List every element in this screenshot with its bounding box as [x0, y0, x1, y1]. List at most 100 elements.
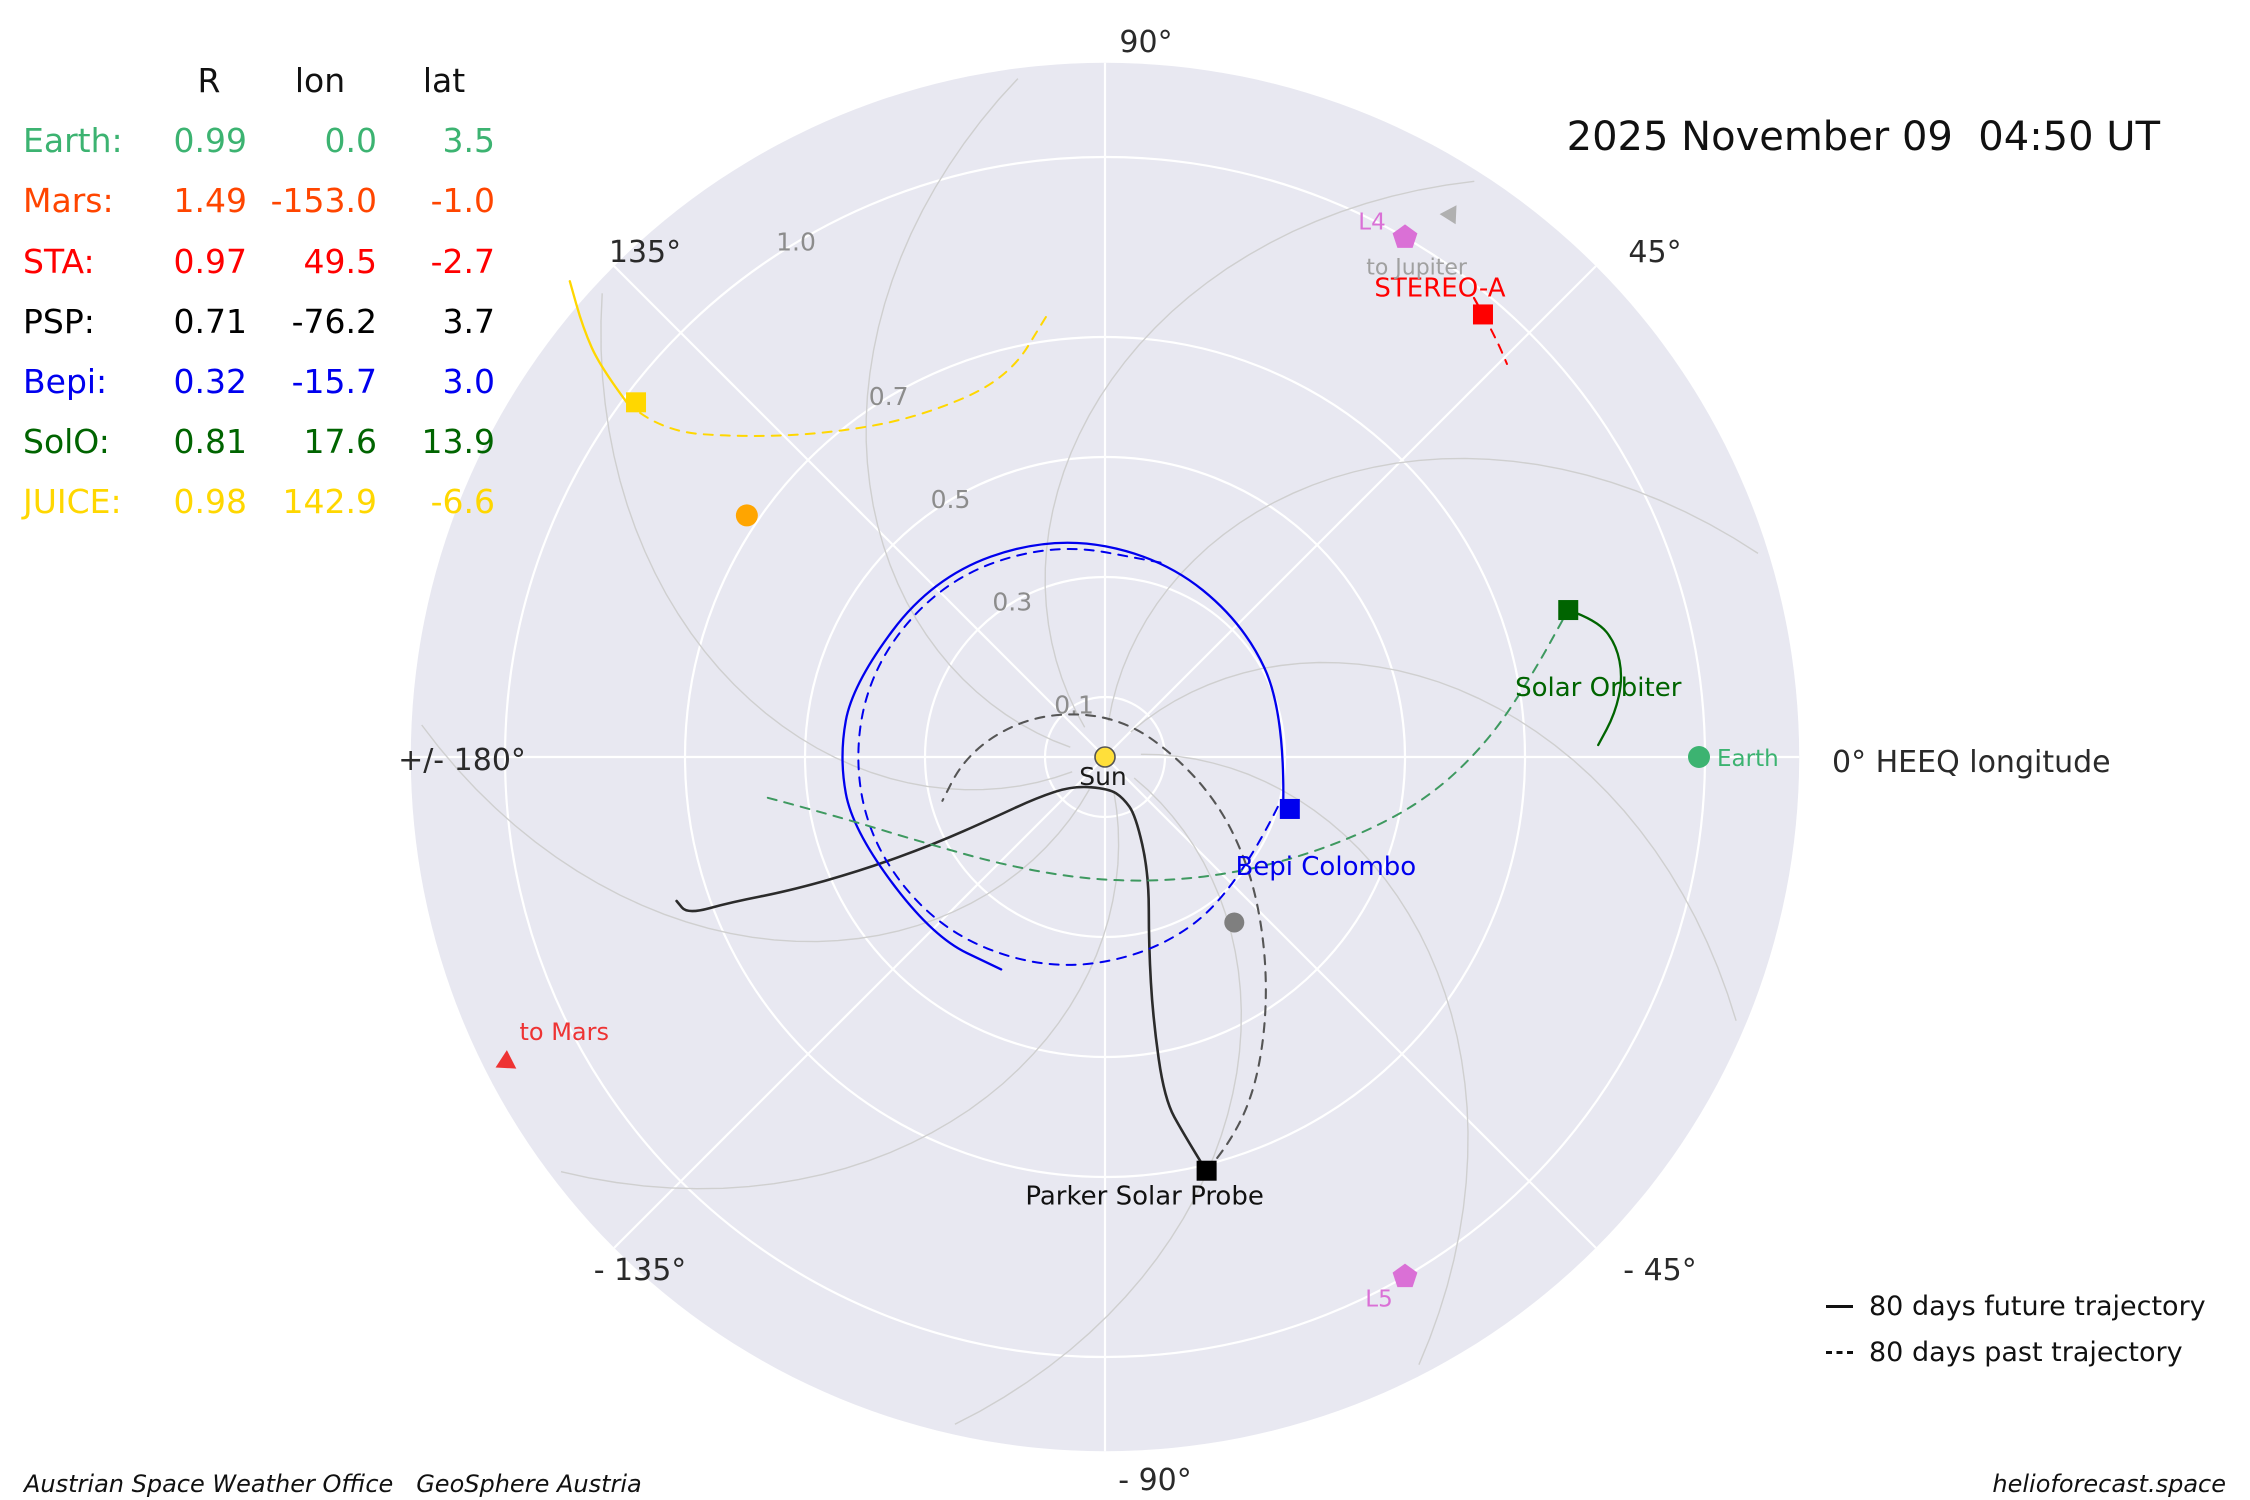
earth-marker: [1688, 746, 1710, 768]
radius-tick-label: 1.0: [776, 228, 816, 257]
table-row-name: Mars:: [23, 181, 114, 221]
radius-tick-label: 0.5: [931, 485, 971, 514]
to-mars-label: to Mars: [519, 1018, 609, 1046]
trajectory-legend: 80 days future trajectory 80 days past tr…: [1826, 1283, 2206, 1375]
table-cell-lon: -153.0: [270, 181, 377, 221]
grid-spoke: [1104, 756, 1597, 1249]
table-cell-lat: 3.7: [442, 301, 495, 341]
angle-label: 45°: [1628, 235, 1681, 270]
bepi-future-trajectory: [841, 541, 1285, 971]
table-header-R: R: [197, 61, 221, 100]
table-cell-lon: -15.7: [291, 361, 377, 401]
table-cell-lat: -6.6: [430, 482, 495, 522]
to-jupiter-label: to Jupiter: [1366, 256, 1468, 281]
dashed-line-sample-icon: [1826, 1350, 1853, 1354]
parker-spiral: [1130, 661, 1737, 1021]
venus-dot-marker: [735, 504, 758, 527]
angle-label: 135°: [609, 235, 681, 270]
solo-future-trajectory: [1567, 608, 1623, 747]
table-cell-R: 0.97: [173, 241, 247, 281]
psp-past-trajectory: [941, 713, 1267, 1173]
juice-past-trajectory: [625, 312, 1049, 437]
table-header-lat: lat: [422, 61, 466, 100]
l4-marker: [1392, 224, 1418, 248]
parker-spiral: [1140, 753, 1469, 1365]
solo-marker: [1558, 600, 1579, 621]
bepi-past-trajectory: [857, 548, 1279, 966]
table-cell-lon: 49.5: [303, 241, 377, 281]
table-cell-R: 0.71: [173, 301, 247, 341]
table-row-name: SolO:: [23, 422, 110, 462]
parker-spiral: [600, 293, 1073, 791]
table-cell-lat: -1.0: [430, 181, 495, 221]
sun-marker: [1094, 746, 1116, 768]
table-cell-lat: -2.7: [430, 241, 495, 281]
table-cell-R: 1.49: [173, 181, 247, 221]
parker-spiral: [560, 791, 1120, 1190]
table-cell-lon: 17.6: [303, 422, 377, 462]
psp-future-trajectory: [675, 785, 1208, 1173]
bepi-marker: [1279, 798, 1300, 819]
bepi-label: Bepi Colombo: [1235, 852, 1416, 882]
earth-label: Earth: [1717, 746, 1779, 772]
to-mars-marker: [495, 1050, 517, 1069]
table-row-name: Earth:: [23, 121, 123, 161]
parker-spiral: [1044, 180, 1475, 728]
angle-label: - 135°: [594, 1253, 687, 1288]
psp-marker: [1196, 1160, 1217, 1181]
table-cell-R: 0.81: [173, 422, 247, 462]
table-corner: [23, 51, 163, 111]
legend-label: 80 days future trajectory: [1869, 1290, 2206, 1322]
angle-label: 0° HEEQ longitude: [1832, 745, 2111, 780]
angle-label: 90°: [1119, 25, 1172, 60]
table-row-name: PSP:: [23, 301, 95, 341]
angle-label: - 90°: [1118, 1463, 1192, 1498]
legend-label: 80 days past trajectory: [1869, 1336, 2183, 1368]
table-cell-lat: 3.5: [442, 121, 495, 161]
datetime-title: 2025 November 09 04:50 UT: [1566, 114, 2160, 160]
stereo-a-label: STEREO-A: [1374, 273, 1505, 303]
grid-spoke: [1104, 265, 1597, 758]
table-cell-lon: 142.9: [282, 482, 377, 522]
juice-marker: [626, 392, 647, 413]
table-row-name: JUICE:: [23, 482, 122, 522]
radius-tick-label: 0.3: [992, 588, 1032, 617]
l5-marker: [1392, 1263, 1418, 1288]
table-cell-lat: 3.0: [442, 361, 495, 401]
angle-label: - 45°: [1623, 1253, 1697, 1288]
legend-item-solid: 80 days future trajectory: [1826, 1283, 2206, 1329]
radius-tick-label: 0.7: [869, 382, 909, 411]
credit-right: helioforecast.space: [1992, 1470, 2226, 1498]
l5-label: L5: [1365, 1287, 1392, 1313]
to-jupiter-marker: [1439, 205, 1457, 225]
parker-spiral: [954, 777, 1243, 1425]
l4-label: L4: [1358, 209, 1385, 235]
legend-item-dashed: 80 days past trajectory: [1826, 1329, 2206, 1375]
table-row-name: Bepi:: [23, 361, 108, 401]
psp-label: Parker Solar Probe: [1025, 1182, 1263, 1212]
table-header-lon: lon: [294, 61, 346, 100]
table-row-name: STA:: [23, 241, 95, 281]
parker-spiral: [1107, 457, 1759, 722]
solo-label: Solar Orbiter: [1515, 673, 1682, 703]
table-cell-R: 0.98: [173, 482, 247, 522]
table-cell-R: 0.32: [173, 361, 247, 401]
juice-future-trajectory: [568, 280, 628, 404]
gray-dot-marker: [1224, 912, 1245, 933]
angle-label: +/- 180°: [398, 743, 526, 778]
solid-line-sample-icon: [1826, 1304, 1853, 1308]
table-cell-lat: 13.9: [421, 422, 495, 462]
table-cell-lon: -76.2: [291, 301, 377, 341]
table-cell-lon: 0.0: [324, 121, 377, 161]
grid-spoke: [613, 756, 1106, 1249]
parker-spiral: [421, 724, 1090, 943]
solo-past-trajectory: [766, 609, 1570, 882]
credit-left: Austrian Space Weather Office GeoSphere …: [24, 1470, 642, 1498]
parker-spiral: [865, 78, 1071, 748]
stereo-a-marker: [1472, 304, 1493, 325]
grid-spoke: [613, 265, 1106, 758]
sun-label: Sun: [1079, 762, 1127, 791]
